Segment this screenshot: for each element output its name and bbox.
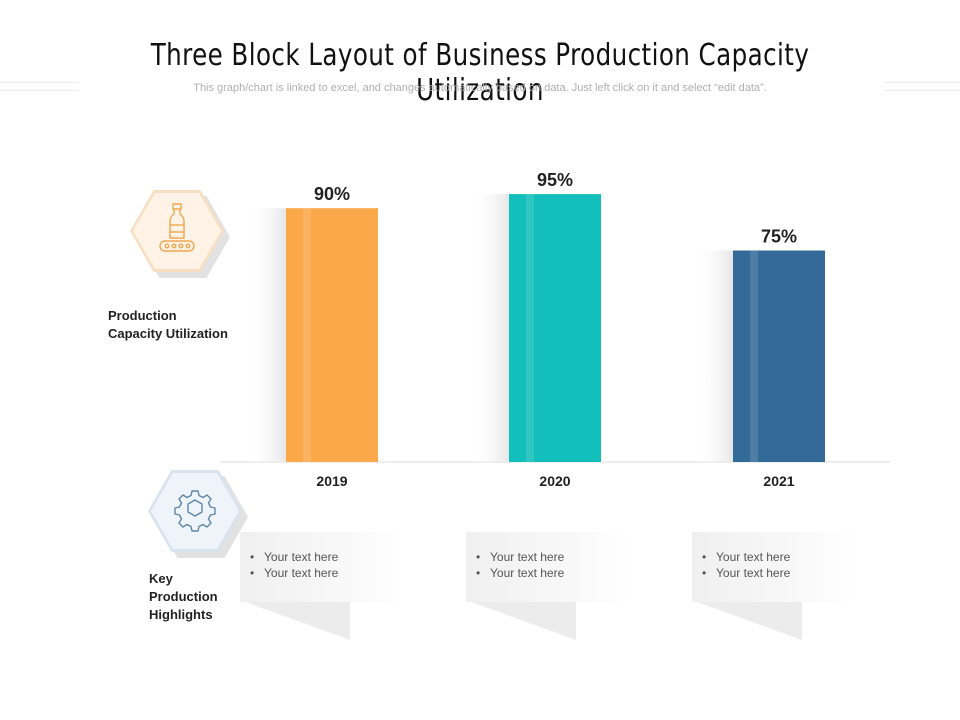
x-tick-label: 2019 bbox=[316, 473, 347, 489]
data-label: 75% bbox=[761, 227, 797, 247]
x-tick-label: 2020 bbox=[539, 473, 570, 489]
list-item-text: Your text here bbox=[716, 550, 791, 564]
bar-shadow bbox=[695, 250, 733, 462]
gear-icon bbox=[174, 490, 216, 532]
page-subtitle: This graph/chart is linked to excel, and… bbox=[193, 82, 767, 94]
production-capacity-label-line-2: Capacity Utilization bbox=[108, 326, 228, 341]
text-block-tail-shape bbox=[240, 600, 350, 640]
list-item-text: Your text here bbox=[490, 550, 565, 564]
bullet-icon: • bbox=[476, 566, 481, 580]
text-block-tail bbox=[692, 600, 822, 647]
list-item-text: Your text here bbox=[264, 550, 339, 564]
key-highlights-label: Key Production Highlights bbox=[149, 570, 218, 624]
bar bbox=[509, 194, 601, 462]
list-item: • Your text here bbox=[476, 549, 564, 565]
list-item-text: Your text here bbox=[490, 566, 565, 580]
bottle-conveyor-icon bbox=[159, 203, 195, 252]
list-item: • Your text here bbox=[250, 549, 338, 565]
production-capacity-label: Production Capacity Utilization bbox=[108, 307, 228, 343]
bullet-icon: • bbox=[702, 550, 707, 564]
bar-shadow bbox=[471, 194, 509, 462]
text-block-list: • Your text here • Your text here bbox=[476, 549, 564, 581]
list-item: • Your text here bbox=[702, 549, 790, 565]
bullet-icon: • bbox=[702, 566, 707, 580]
bullet-icon: • bbox=[476, 550, 481, 564]
key-highlights-label-line-3: Highlights bbox=[149, 607, 213, 622]
text-block-list: • Your text here • Your text here bbox=[250, 549, 338, 581]
list-item: • Your text here bbox=[476, 565, 564, 581]
list-item: • Your text here bbox=[702, 565, 790, 581]
title-decor-line-left bbox=[0, 82, 78, 83]
title-decor-line-left-lower bbox=[0, 90, 78, 91]
production-capacity-label-line-1: Production bbox=[108, 308, 177, 323]
title-decor-line-right bbox=[885, 82, 960, 83]
bar-highlight bbox=[526, 194, 534, 462]
x-tick-label: 2021 bbox=[763, 473, 794, 489]
list-item: • Your text here bbox=[250, 565, 338, 581]
page-title: Three Block Layout of Business Productio… bbox=[150, 38, 810, 108]
bar bbox=[733, 250, 825, 462]
title-decor-line-right-lower bbox=[885, 90, 960, 91]
chart-marks: 90% 2019 95% 2020 75% 2021 bbox=[248, 170, 825, 489]
bar-highlight bbox=[303, 208, 311, 462]
key-highlights-label-line-2: Production bbox=[149, 589, 218, 604]
bar-shadow bbox=[248, 208, 286, 462]
bullet-icon: • bbox=[250, 566, 255, 580]
key-highlights-label-line-1: Key bbox=[149, 571, 173, 586]
list-item-text: Your text here bbox=[716, 566, 791, 580]
data-label: 95% bbox=[537, 170, 573, 190]
bar-highlight bbox=[750, 250, 758, 462]
text-block-2020: • Your text here • Your text here bbox=[466, 532, 631, 602]
highlights-hexagon bbox=[148, 470, 248, 558]
text-block-2019: • Your text here • Your text here bbox=[240, 532, 405, 602]
text-block-tail bbox=[240, 600, 370, 647]
text-block-tail-shape bbox=[466, 600, 576, 640]
data-label: 90% bbox=[314, 184, 350, 204]
text-block-tail-shape bbox=[692, 600, 802, 640]
bullet-icon: • bbox=[250, 550, 255, 564]
bar bbox=[286, 208, 378, 462]
production-hexagon bbox=[130, 190, 230, 278]
text-block-tail bbox=[466, 600, 596, 647]
text-block-list: • Your text here • Your text here bbox=[702, 549, 790, 581]
text-block-2021: • Your text here • Your text here bbox=[692, 532, 857, 602]
list-item-text: Your text here bbox=[264, 566, 339, 580]
